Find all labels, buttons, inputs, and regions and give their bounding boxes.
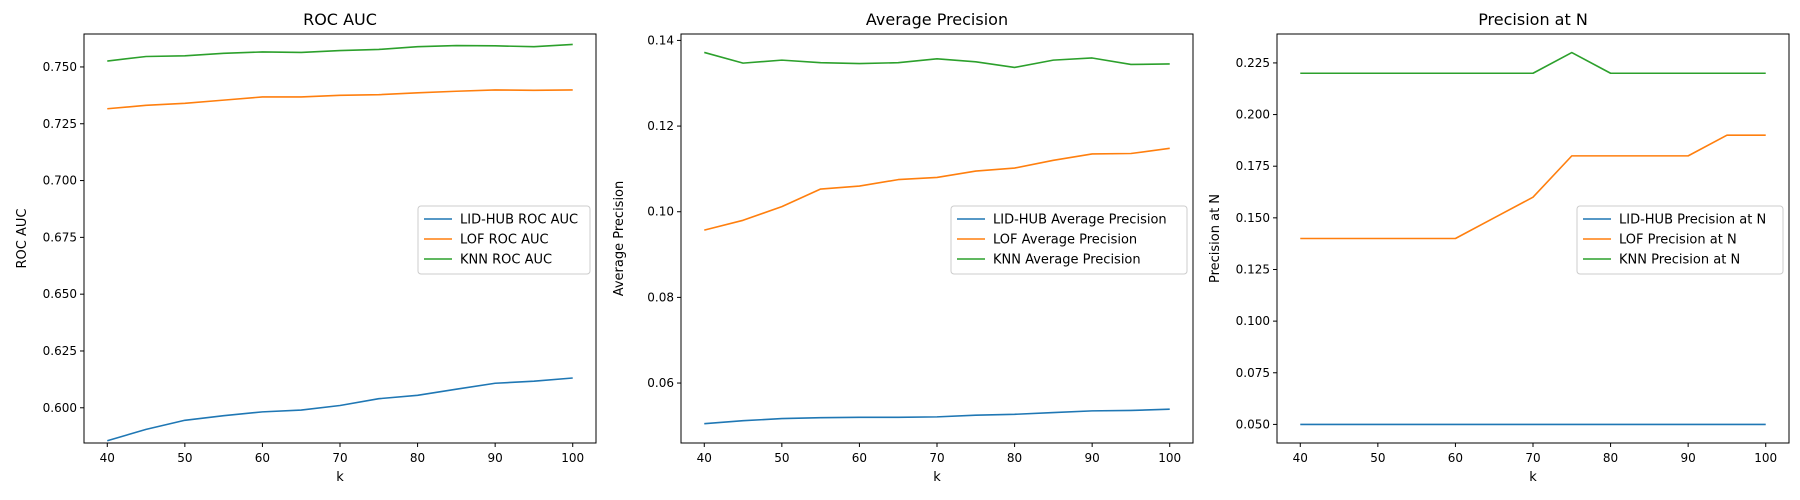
y-tick-label: 0.675 xyxy=(43,230,77,244)
legend-label: KNN ROC AUC xyxy=(460,253,552,268)
x-tick-label: 80 xyxy=(1007,451,1022,465)
y-tick-label: 0.06 xyxy=(647,376,674,390)
series-line-2 xyxy=(704,147,1170,231)
x-tick-label: 50 xyxy=(774,451,789,465)
legend: LID-HUB Average Precision LOF Average Pre… xyxy=(950,205,1188,275)
y-tick-label: 0.125 xyxy=(1236,262,1270,276)
x-tick-label: 60 xyxy=(852,451,867,465)
x-tick-label: 80 xyxy=(410,451,425,465)
legend-label: LID-HUB Precision at N xyxy=(1619,213,1766,228)
y-tick-label: 0.08 xyxy=(647,290,674,304)
y-tick-label: 0.200 xyxy=(1236,108,1270,122)
x-tick-label: 100 xyxy=(1158,451,1181,465)
x-tick-label: 80 xyxy=(1603,451,1618,465)
x-tick-label: 40 xyxy=(697,451,712,465)
y-tick-label: 0.725 xyxy=(43,117,77,131)
legend-box xyxy=(417,205,591,275)
legend-label: LOF ROC AUC xyxy=(460,233,549,248)
y-tick-label: 0.12 xyxy=(647,119,674,133)
y-tick-label: 0.10 xyxy=(647,205,674,219)
legend-box xyxy=(950,205,1188,275)
x-tick-label: 90 xyxy=(1085,451,1100,465)
legend-box xyxy=(1576,205,1784,275)
x-tick-label: 50 xyxy=(177,451,192,465)
y-axis-label: Average Precision xyxy=(612,181,627,297)
series-line-2 xyxy=(1300,134,1766,240)
chart-title: ROC AUC xyxy=(303,10,377,29)
x-tick-label: 70 xyxy=(1525,451,1540,465)
x-tick-label: 90 xyxy=(488,451,503,465)
chart-panel-1: 40 50 60 70 80 90 100 0.600 0.625 0.650 0.675 0.700… xyxy=(15,10,597,485)
x-tick-label: 40 xyxy=(100,451,115,465)
x-tick-label: 100 xyxy=(561,451,584,465)
chart-panel-2: 40 50 60 70 80 90 100 0.06 0.08 0.10 0.12 0.14 Avera… xyxy=(612,10,1194,485)
x-axis-label: k xyxy=(336,470,344,485)
chart-title: Average Precision xyxy=(866,10,1008,29)
y-tick-label: 0.150 xyxy=(1236,211,1270,225)
legend-label: LID-HUB Average Precision xyxy=(993,213,1167,228)
x-axis-label: k xyxy=(933,470,941,485)
legend-label: LOF Average Precision xyxy=(993,233,1137,248)
x-axis-label: k xyxy=(1529,470,1537,485)
chart-title: Precision at N xyxy=(1478,10,1588,29)
chart-panel-3: 40 50 60 70 80 90 100 0.050 0.075 0.100 0.125 0.150… xyxy=(1208,10,1790,485)
x-tick-label: 70 xyxy=(929,451,944,465)
y-tick-label: 0.075 xyxy=(1236,366,1270,380)
x-tick-label: 60 xyxy=(255,451,270,465)
legend: LID-HUB ROC AUC LOF ROC AUC KNN ROC AUC xyxy=(417,205,591,275)
series-line-2 xyxy=(107,89,573,110)
x-tick-label: 60 xyxy=(1448,451,1463,465)
series-line-3 xyxy=(704,51,1170,69)
legend-label: LOF Precision at N xyxy=(1619,233,1737,248)
y-tick-label: 0.750 xyxy=(43,60,77,74)
y-tick-label: 0.600 xyxy=(43,401,77,415)
x-tick-label: 40 xyxy=(1293,451,1308,465)
x-tick-label: 50 xyxy=(1370,451,1385,465)
y-axis-label: ROC AUC xyxy=(15,209,30,269)
y-tick-label: 0.100 xyxy=(1236,314,1270,328)
series-line-3 xyxy=(1300,51,1766,75)
y-tick-label: 0.225 xyxy=(1236,56,1270,70)
y-tick-label: 0.625 xyxy=(43,344,77,358)
series-line-3 xyxy=(107,43,573,62)
x-tick-label: 90 xyxy=(1681,451,1696,465)
series-line-1 xyxy=(704,408,1170,425)
y-tick-label: 0.14 xyxy=(647,33,674,47)
y-tick-label: 0.700 xyxy=(43,174,77,188)
y-tick-label: 0.175 xyxy=(1236,159,1270,173)
x-tick-label: 100 xyxy=(1754,451,1777,465)
legend-label: KNN Precision at N xyxy=(1619,253,1740,268)
legend: LID-HUB Precision at N LOF Precision at N… xyxy=(1576,205,1784,275)
y-tick-label: 0.050 xyxy=(1236,417,1270,431)
series-line-1 xyxy=(107,377,573,442)
x-tick-label: 70 xyxy=(332,451,347,465)
y-tick-label: 0.650 xyxy=(43,287,77,301)
legend-label: LID-HUB ROC AUC xyxy=(460,213,578,228)
y-axis-label: Precision at N xyxy=(1208,194,1223,283)
legend-label: KNN Average Precision xyxy=(993,253,1141,268)
